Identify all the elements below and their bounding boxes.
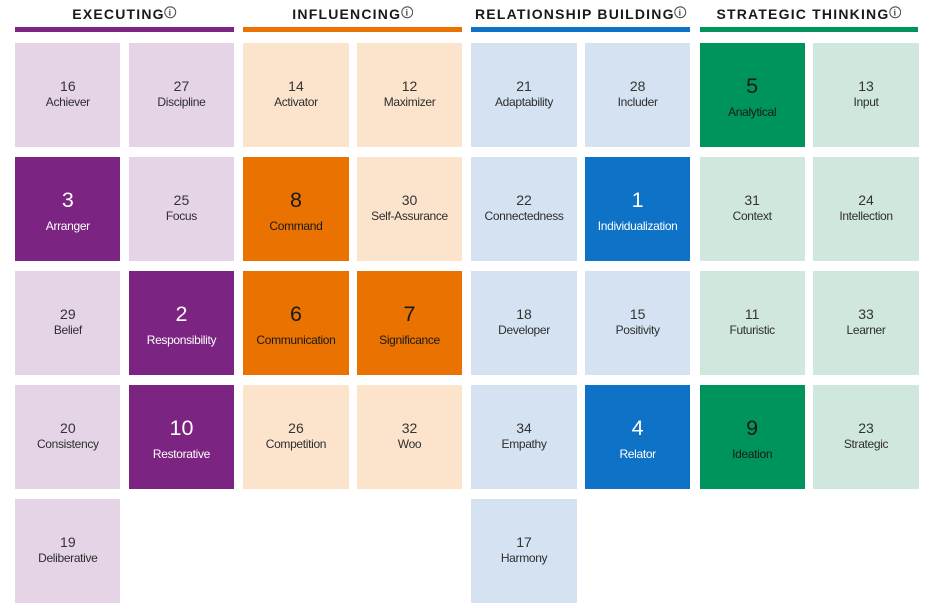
svg-text:i: i (893, 8, 897, 18)
svg-text:i: i (679, 8, 683, 18)
svg-text:i: i (169, 8, 173, 18)
svg-text:i: i (405, 8, 409, 18)
